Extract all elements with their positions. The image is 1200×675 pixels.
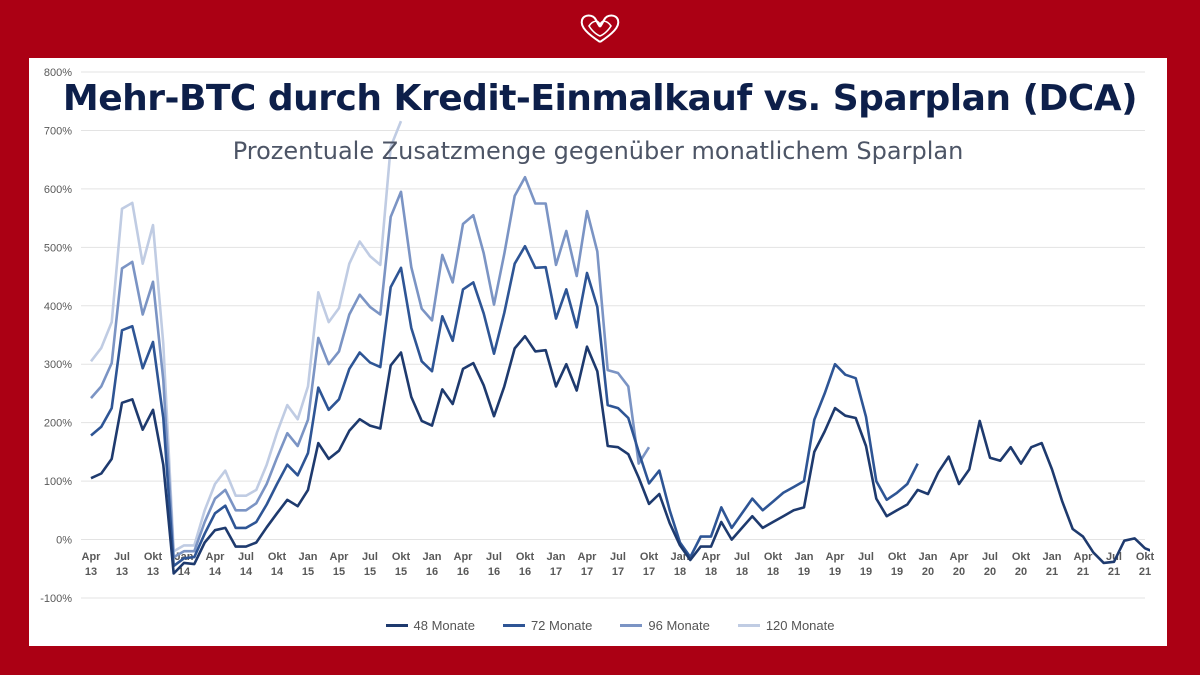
x-tick-label: 20 — [984, 566, 996, 578]
x-tick-label: Jul — [982, 551, 998, 563]
chart-panel — [29, 58, 1167, 646]
x-tick-label: Okt — [144, 551, 163, 563]
x-tick-label: Okt — [268, 551, 287, 563]
x-tick-label: Apr — [82, 551, 102, 563]
x-tick-label: Jul — [114, 551, 130, 563]
x-tick-label: 18 — [674, 566, 686, 578]
y-tick-label: 300% — [44, 359, 72, 371]
y-tick-label: 0% — [56, 535, 72, 547]
x-tick-label: Apr — [206, 551, 226, 563]
x-tick-label: 13 — [116, 566, 128, 578]
x-tick-label: 15 — [364, 566, 376, 578]
x-tick-label: Jan — [299, 551, 318, 563]
x-tick-label: 17 — [581, 566, 593, 578]
x-tick-label: Apr — [702, 551, 722, 563]
y-tick-label: 700% — [44, 125, 72, 137]
x-tick-label: 16 — [519, 566, 531, 578]
x-tick-label: 16 — [457, 566, 469, 578]
x-tick-label: Jul — [486, 551, 502, 563]
x-tick-label: Jul — [858, 551, 874, 563]
x-tick-label: Apr — [1074, 551, 1094, 563]
x-tick-label: Jan — [423, 551, 442, 563]
x-tick-label: 19 — [891, 566, 903, 578]
legend-swatch — [385, 623, 408, 627]
x-tick-label: Jan — [795, 551, 814, 563]
x-tick-label: Jan — [919, 551, 938, 563]
x-tick-label: 13 — [85, 566, 97, 578]
x-tick-label: Okt — [888, 551, 907, 563]
x-tick-label: Okt — [1012, 551, 1031, 563]
x-tick-label: 14 — [240, 566, 253, 578]
intertwined-hearts-icon — [580, 14, 620, 43]
x-tick-label: 19 — [798, 566, 810, 578]
chart-subtitle: Prozentuale Zusatzmenge gegenüber monatl… — [232, 137, 964, 165]
x-tick-label: Okt — [392, 551, 411, 563]
legend-swatch — [737, 623, 760, 627]
x-tick-label: 21 — [1077, 566, 1089, 578]
x-tick-label: Apr — [454, 551, 474, 563]
legend-entry: 72 Monate — [502, 615, 593, 635]
x-tick-label: 21 — [1139, 566, 1151, 578]
legend-label: 120 Monate — [765, 617, 835, 633]
x-tick-label: 18 — [705, 566, 717, 578]
legend-entry: 48 Monate — [385, 615, 475, 635]
x-tick-label: Okt — [640, 551, 659, 563]
series-line-72 — [90, 244, 919, 568]
x-tick-label: Jul — [610, 551, 626, 563]
x-tick-label: Jul — [238, 551, 254, 563]
y-tick-label: 500% — [44, 242, 72, 254]
x-tick-label: 18 — [767, 566, 779, 578]
legend-swatch — [620, 623, 643, 627]
x-tick-label: 18 — [736, 566, 748, 578]
y-tick-label: 200% — [44, 418, 72, 430]
x-tick-label: Apr — [330, 551, 350, 563]
x-tick-label: 21 — [1108, 566, 1120, 578]
x-tick-label: Okt — [764, 551, 783, 563]
x-tick-label: 15 — [395, 566, 407, 578]
series-line-120 — [89, 120, 403, 553]
y-tick-label: 600% — [44, 184, 72, 196]
x-tick-label: Jan — [547, 551, 566, 563]
x-tick-label: 15 — [333, 566, 345, 578]
chart-legend: 48 Monate 72 Monate 96 Monate 120 Monate — [370, 615, 850, 635]
y-tick-label: -100% — [40, 593, 72, 605]
x-tick-label: 17 — [612, 566, 624, 578]
legend-entry: 120 Monate — [737, 615, 835, 635]
x-tick-label: 15 — [302, 566, 314, 578]
x-tick-label: Okt — [516, 551, 535, 563]
legend-label: 96 Monate — [648, 617, 710, 633]
x-tick-label: Apr — [578, 551, 598, 563]
x-tick-label: Okt — [1136, 551, 1155, 563]
x-tick-label: Apr — [826, 551, 846, 563]
x-tick-label: 14 — [271, 566, 284, 578]
x-tick-label: 19 — [829, 566, 841, 578]
chart-title: Mehr-BTC durch Kredit-Einmalkauf vs. Spa… — [62, 78, 1138, 119]
x-tick-label: 13 — [147, 566, 159, 578]
x-tick-label: 17 — [550, 566, 562, 578]
series-line-48 — [90, 334, 1150, 575]
x-tick-label: 16 — [488, 566, 500, 578]
x-tick-label: 17 — [643, 566, 655, 578]
x-tick-label: Apr — [950, 551, 970, 563]
x-tick-label: Jan — [1043, 551, 1062, 563]
y-tick-label: 400% — [44, 301, 72, 313]
x-tick-label: 14 — [209, 566, 222, 578]
x-tick-label: 19 — [860, 566, 872, 578]
x-tick-label: 20 — [922, 566, 934, 578]
x-tick-label: Jul — [734, 551, 750, 563]
legend-entry: 96 Monate — [620, 615, 710, 635]
legend-label: 72 Monate — [530, 617, 593, 633]
series-line-96 — [90, 175, 651, 559]
x-tick-label: Jul — [362, 551, 378, 563]
y-tick-label: 100% — [44, 476, 72, 488]
x-tick-label: 16 — [426, 566, 438, 578]
x-tick-label: 20 — [1015, 566, 1027, 578]
legend-label: 48 Monate — [413, 617, 475, 633]
legend-swatch — [502, 623, 525, 627]
x-tick-label: 21 — [1046, 566, 1058, 578]
x-tick-label: 14 — [178, 566, 191, 578]
x-tick-label: 20 — [953, 566, 965, 578]
y-tick-label: 800% — [44, 67, 72, 79]
